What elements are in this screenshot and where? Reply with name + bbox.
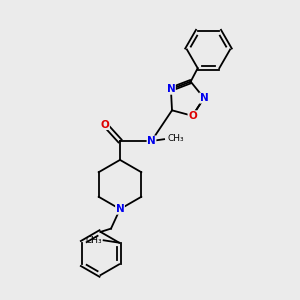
Text: N: N bbox=[147, 136, 156, 146]
Text: O: O bbox=[100, 119, 109, 130]
Text: N: N bbox=[200, 93, 208, 103]
Text: CH₃: CH₃ bbox=[85, 236, 102, 245]
Text: N: N bbox=[167, 84, 175, 94]
Text: CH₃: CH₃ bbox=[168, 134, 184, 143]
Text: O: O bbox=[188, 111, 197, 121]
Text: N: N bbox=[116, 204, 124, 214]
